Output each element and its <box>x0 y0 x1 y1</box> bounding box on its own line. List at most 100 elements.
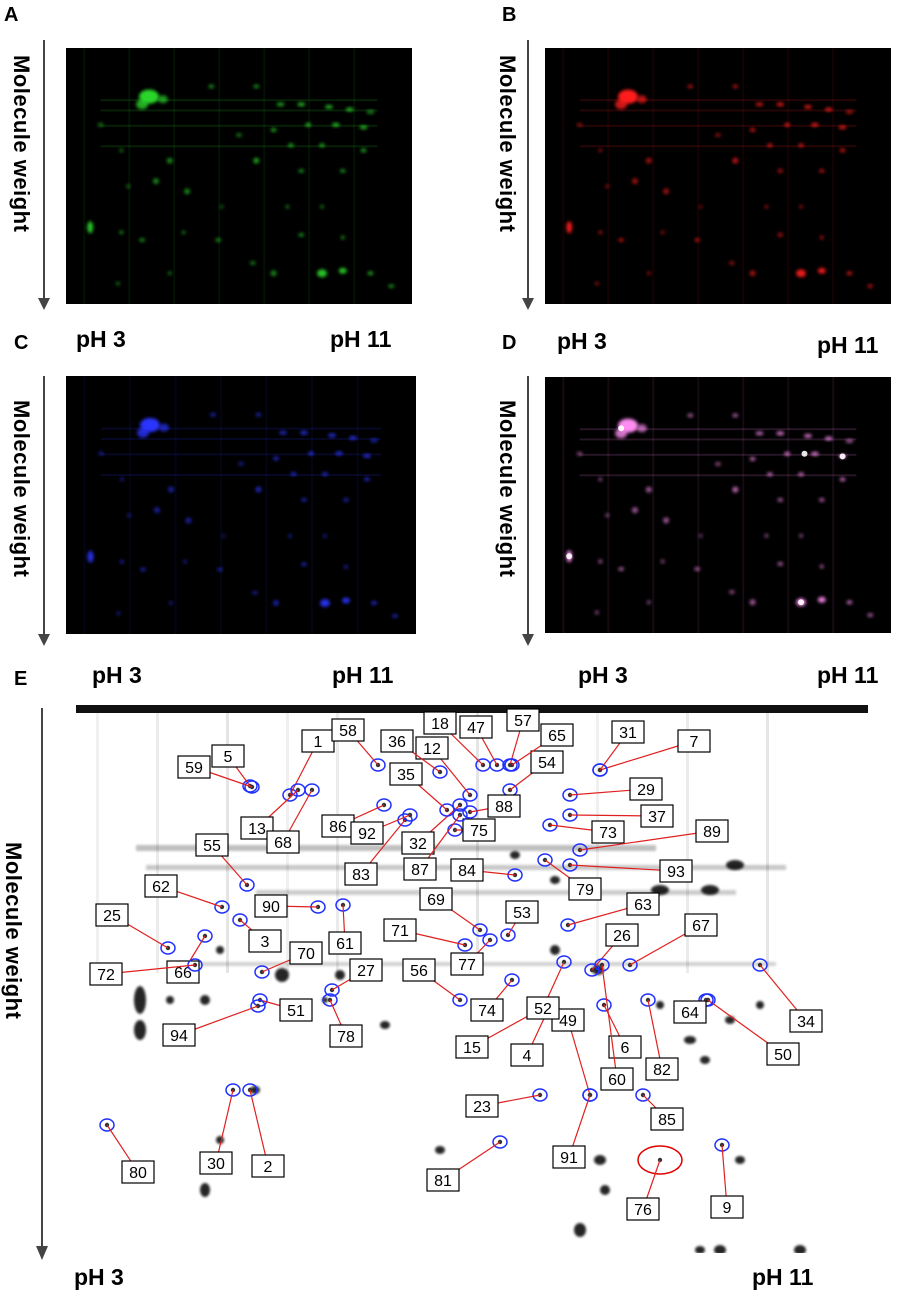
spot-center <box>567 792 573 798</box>
gel-spot <box>776 431 785 436</box>
gel-band <box>101 453 381 456</box>
spot-label-box <box>350 821 384 845</box>
spot-outline <box>214 900 230 914</box>
gel-streak <box>787 48 790 304</box>
spot-outline <box>452 993 468 1007</box>
gel-spot <box>663 517 670 524</box>
ph-left-label-a: pH 3 <box>76 326 126 352</box>
spot-label-box <box>195 833 229 857</box>
gel-spot <box>115 281 120 286</box>
spot-outline <box>537 853 553 867</box>
spot-outline <box>504 973 520 987</box>
spot-label: 60 <box>608 1072 626 1089</box>
gel-spot <box>308 451 314 456</box>
gel-band <box>101 427 381 430</box>
spot-outline <box>282 788 298 802</box>
gel-band <box>136 845 656 851</box>
gel-spot <box>154 507 160 514</box>
gel-spot <box>319 143 326 148</box>
gel-streak <box>174 376 177 634</box>
gel-spot <box>119 230 124 235</box>
ph-right-label-a: pH 11 <box>330 326 392 352</box>
ph-left-label-d: pH 3 <box>578 662 628 688</box>
gel-spot <box>594 1155 606 1165</box>
spot-label-box <box>505 900 539 924</box>
gel-streak <box>156 713 159 973</box>
spot-label-box <box>402 958 436 982</box>
gel-spot <box>810 451 819 456</box>
panel-letter-d: D <box>502 332 517 354</box>
gel-spot <box>867 613 874 618</box>
spot-outline <box>322 993 338 1007</box>
gel-spot <box>660 230 665 235</box>
spot-outline <box>594 958 610 972</box>
spot-label: 35 <box>397 767 415 784</box>
y-axis-arrow-c <box>38 376 50 646</box>
spot-outline <box>452 808 468 822</box>
gel-spot <box>322 472 328 477</box>
gel-spot <box>208 84 215 89</box>
spot-label: 2 <box>264 1159 273 1176</box>
leader-line <box>569 864 677 872</box>
spot-label: 61 <box>336 936 354 953</box>
gel-spot <box>631 178 638 185</box>
gel-spot <box>435 1146 445 1154</box>
gel-band <box>100 124 378 127</box>
gel-spot <box>273 456 279 461</box>
spot-outline <box>532 1088 548 1102</box>
gel-spot <box>636 95 647 104</box>
spot-label: 65 <box>548 728 566 745</box>
spot-center <box>192 962 198 968</box>
spot-label-box <box>254 894 288 918</box>
gel-spot <box>715 462 721 467</box>
gel-spot <box>388 284 395 289</box>
spot-label-box <box>344 862 378 886</box>
spot-label: 7 <box>690 734 699 751</box>
spot-label: 70 <box>297 946 315 963</box>
gel-spot <box>184 188 191 195</box>
gel-band <box>579 109 857 112</box>
spot-label-box <box>526 996 560 1020</box>
gel-spot <box>732 486 739 493</box>
gel-spot <box>298 232 305 237</box>
gel-spot <box>183 559 187 564</box>
spot-label-box <box>419 887 453 911</box>
gel-spot <box>576 122 583 127</box>
gel-streak <box>96 713 99 973</box>
gel-spot <box>645 486 652 493</box>
gel-top-edge <box>76 705 868 713</box>
spot-label-box <box>383 918 417 942</box>
gel-band <box>579 124 857 127</box>
y-axis-label-e: Molecule weight <box>1 842 26 1020</box>
spot-label-box <box>162 1023 196 1047</box>
ph-right-label-e: pH 11 <box>752 1264 814 1290</box>
spot-label-box <box>423 711 457 735</box>
gel-band <box>579 99 857 102</box>
spot-outline <box>582 1088 598 1102</box>
spot-label-box <box>455 1035 489 1059</box>
spot-label: 54 <box>538 755 556 772</box>
gel-streak <box>173 48 176 304</box>
gel-spot <box>694 567 701 571</box>
gel-spot <box>766 472 773 477</box>
gel-spot <box>270 127 277 132</box>
spot-outline <box>622 958 638 972</box>
gel-spot <box>331 122 340 127</box>
spot-label-box <box>650 1107 684 1131</box>
gel-spot <box>98 451 104 456</box>
gel-spot <box>845 439 854 443</box>
gel-spot <box>701 885 719 895</box>
spot-label-box <box>789 1009 823 1033</box>
gel-spot <box>598 230 603 235</box>
spot-outline <box>492 1135 508 1149</box>
spot-outline <box>482 933 498 947</box>
gel-streak <box>652 377 655 633</box>
spot-label-box <box>289 941 323 965</box>
spot-label-box <box>380 729 414 753</box>
gel-spot <box>777 561 784 566</box>
gel-spot <box>732 84 739 89</box>
gel-spot <box>749 127 756 132</box>
gel-spot <box>684 1036 696 1044</box>
gel-spot <box>252 590 258 595</box>
gel-spot <box>694 238 701 242</box>
